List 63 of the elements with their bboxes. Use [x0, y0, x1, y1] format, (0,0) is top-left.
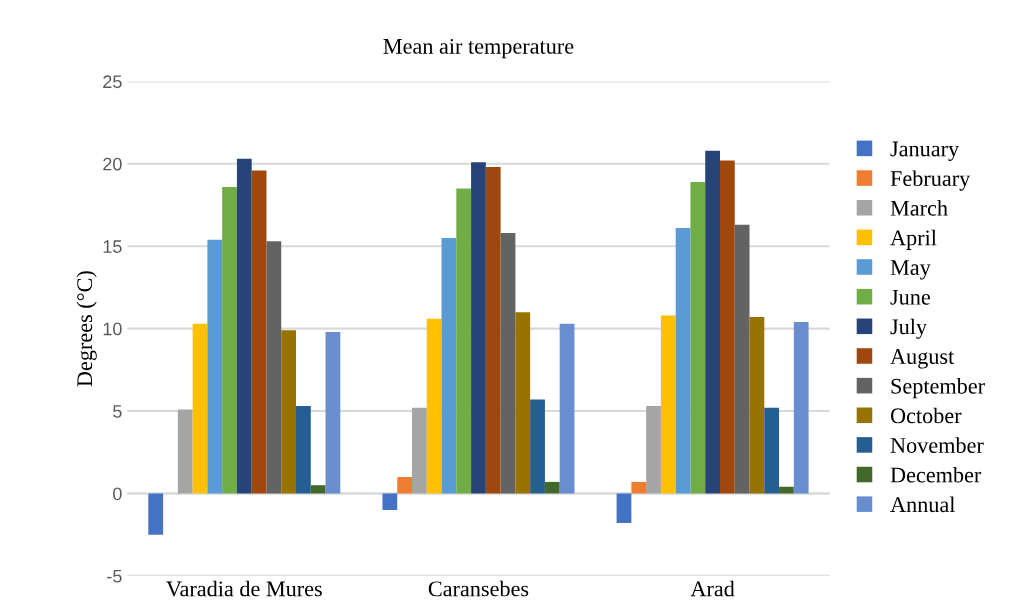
- y-tick-label: 5: [113, 405, 122, 418]
- bar: [749, 317, 765, 494]
- y-tick-label: 0: [113, 487, 122, 501]
- legend-label: October: [890, 407, 962, 424]
- y-tick-label: 25: [103, 75, 122, 89]
- bar: [660, 315, 676, 494]
- legend-label: January: [890, 141, 960, 161]
- legend-label: May: [890, 260, 931, 280]
- legend-label: Annual: [890, 496, 955, 513]
- bar: [616, 493, 632, 524]
- legend-label: July: [890, 318, 927, 339]
- bar: [177, 409, 193, 494]
- bar: [719, 160, 735, 494]
- bar: [236, 158, 252, 494]
- bar: [382, 493, 398, 510]
- legend-label: March: [890, 200, 948, 216]
- legend-label: August: [890, 349, 955, 369]
- bar: [397, 476, 412, 494]
- bar: [734, 224, 750, 494]
- bar: [251, 170, 267, 494]
- bar: [675, 228, 691, 494]
- legend-label: February: [890, 170, 971, 191]
- y-tick-label: 15: [103, 240, 122, 253]
- bar: [631, 481, 647, 494]
- y-tick-label: -5: [107, 569, 122, 583]
- y-tick-label: 10: [103, 322, 122, 336]
- bar: [192, 323, 208, 494]
- bar: [412, 407, 427, 494]
- bar: [148, 493, 164, 535]
- bar: [471, 162, 486, 494]
- legend-label: September: [891, 378, 985, 399]
- bar: [690, 181, 706, 494]
- bar: [266, 241, 282, 494]
- legend-label: June: [890, 289, 930, 305]
- bar: [222, 186, 237, 494]
- x-tick-label: Arad: [690, 580, 735, 597]
- bar: [764, 407, 780, 494]
- y-tick-label: 20: [103, 157, 122, 171]
- y-axis-title: Degrees (°C): [76, 271, 97, 387]
- bar: [500, 233, 516, 494]
- x-tick-label: Varadia de Mures: [166, 580, 322, 597]
- bar: [296, 406, 311, 494]
- bar: [310, 485, 326, 494]
- bar: [426, 318, 442, 494]
- bar: [207, 239, 223, 494]
- bar: [530, 399, 545, 494]
- bar: [646, 406, 661, 494]
- bar: [793, 322, 809, 494]
- bar: [559, 323, 575, 494]
- legend-label: December: [890, 466, 982, 483]
- bar: [779, 486, 794, 494]
- bar: [325, 331, 341, 494]
- bar: [485, 167, 501, 494]
- bar: [441, 237, 457, 494]
- bar: [705, 150, 720, 494]
- x-tick-label: Caransebes: [428, 580, 529, 597]
- bar: [515, 312, 531, 494]
- chart-title: Mean air temperature: [383, 38, 574, 59]
- bar: [281, 330, 297, 494]
- legend-label: April: [890, 229, 937, 250]
- bar: [544, 481, 560, 494]
- legend-label: November: [890, 437, 984, 453]
- bar: [456, 188, 472, 494]
